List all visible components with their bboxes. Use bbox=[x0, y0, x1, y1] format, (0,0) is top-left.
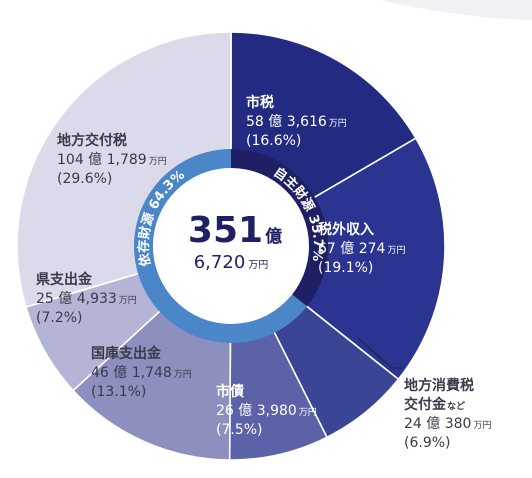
center-circle bbox=[153, 168, 309, 324]
slice-percent: (7.5%) bbox=[216, 422, 263, 438]
slice-amount: 46 億 1,748 万円 bbox=[91, 365, 192, 381]
slice-labels: 市税 58 億 3,616 万円 (16.6%) 税外収入 67 億 274 万円 (19.1… bbox=[36, 94, 491, 451]
slice-label-5: 県支出金 25 億 4,933 万円 (7.2%) bbox=[36, 271, 137, 326]
slice-name-line2: 交付金など bbox=[404, 396, 465, 413]
slice-amount: 24 億 380 万円 bbox=[404, 416, 491, 432]
slice-label-3: 市債 26 億 3,980 万円 (7.5%) bbox=[216, 383, 317, 438]
slice-percent: (19.1%) bbox=[318, 260, 373, 276]
slice-name: 地方消費税 bbox=[404, 377, 474, 394]
slice-label-0: 市税 58 億 3,616 万円 (16.6%) bbox=[246, 94, 347, 149]
total-sub-value: 6,720 万円 bbox=[194, 252, 269, 273]
slice-amount: 25 億 4,933 万円 bbox=[36, 291, 137, 307]
slice-label-4: 国庫支出金 46 億 1,748 万円 (13.1%) bbox=[91, 345, 192, 400]
pie-slice-1 bbox=[229, 137, 446, 381]
slice-amount: 26 億 3,980 万円 bbox=[216, 403, 317, 419]
slice-amount: 58 億 3,616 万円 bbox=[246, 114, 347, 130]
slice-label-6: 地方交付税 104 億 1,789 万円 (29.6%) bbox=[57, 132, 167, 187]
slice-percent: (13.1%) bbox=[91, 384, 146, 400]
leader-line bbox=[357, 337, 403, 369]
slice-name: 県支出金 bbox=[36, 271, 93, 288]
center-total: 351 億6,720 万円 bbox=[153, 168, 309, 324]
slice-percent: (6.9%) bbox=[404, 435, 451, 451]
slice-name: 地方交付税 bbox=[57, 132, 127, 149]
slice-name: 市税 bbox=[246, 94, 274, 111]
slice-percent: (7.2%) bbox=[36, 310, 83, 326]
slice-amount: 67 億 274 万円 bbox=[318, 241, 405, 257]
slice-name: 国庫支出金 bbox=[91, 345, 162, 362]
group-ring-0 bbox=[231, 149, 328, 307]
background-corner bbox=[380, 0, 532, 20]
slice-name: 税外収入 bbox=[318, 221, 374, 238]
slice-amount: 104 億 1,789 万円 bbox=[57, 152, 167, 168]
total-value: 351 億 bbox=[188, 210, 282, 251]
slice-percent: (16.6%) bbox=[246, 133, 301, 149]
slice-percent: (29.6%) bbox=[57, 171, 112, 187]
slice-name: 市債 bbox=[216, 383, 244, 400]
slice-label-1: 税外収入 67 億 274 万円 (19.1%) bbox=[318, 221, 405, 276]
leader-line-local-consumption-tax bbox=[357, 337, 403, 369]
